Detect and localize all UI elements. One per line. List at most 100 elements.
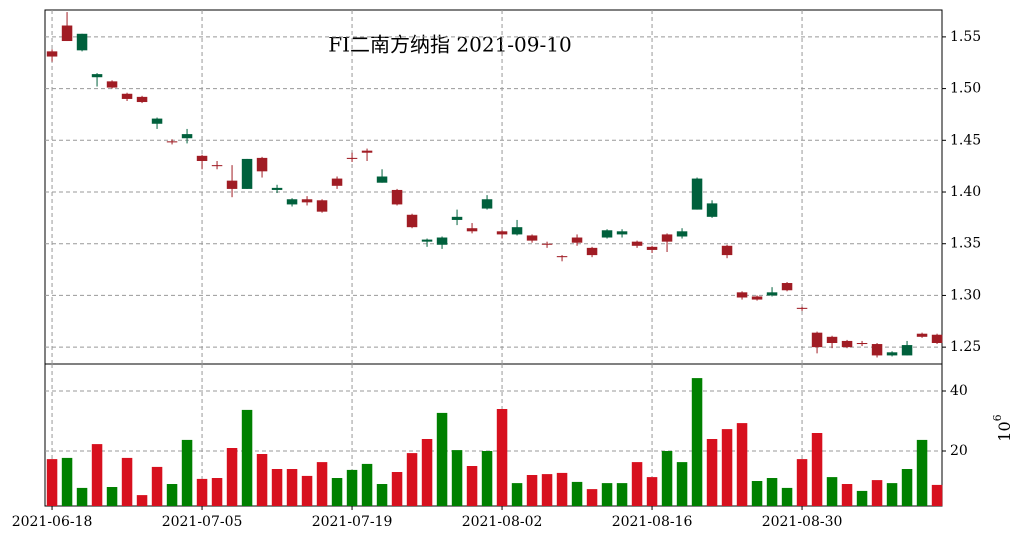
candle-body (586, 247, 598, 256)
candle-body (181, 134, 193, 139)
volume-bar (796, 459, 808, 506)
candle-body (886, 352, 898, 356)
candle-body (256, 157, 268, 172)
volume-bar (841, 484, 853, 506)
candle-body (751, 296, 763, 300)
y-tick-label: 1.55 (950, 29, 981, 45)
volume-bar (631, 462, 643, 506)
chart-title: FI二南方纳指 2021-09-10 (328, 33, 571, 57)
volume-bar (121, 457, 133, 506)
volume-bar (346, 469, 358, 506)
candle-body (796, 307, 808, 309)
volume-bar (661, 451, 673, 506)
candle-body (526, 235, 538, 241)
volume-bar (256, 454, 268, 506)
x-tick-label: 2021-07-05 (162, 514, 243, 530)
y2-tick-label: 40 (950, 383, 968, 399)
volume-bar (451, 450, 463, 506)
candle-body (841, 340, 853, 348)
candle-body (46, 51, 58, 57)
volume-bar (556, 472, 568, 506)
volume-bar (676, 462, 688, 506)
volume-bar (166, 484, 178, 506)
candle-body (826, 336, 838, 344)
volume-bar (376, 484, 388, 506)
candle-body (406, 214, 418, 228)
y-tick-label: 1.35 (950, 236, 981, 252)
volume-bar (436, 412, 448, 506)
volume-bar (781, 487, 793, 506)
candle-body (196, 155, 208, 161)
candle-body (421, 239, 433, 242)
x-tick-label: 2021-06-18 (12, 514, 93, 530)
y-tick-label: 1.40 (950, 184, 981, 200)
candle-body (496, 231, 508, 235)
candle-body (391, 189, 403, 205)
candle-body (676, 231, 688, 237)
y-tick-label: 1.45 (950, 132, 981, 148)
candle-body (436, 237, 448, 245)
volume-bar (196, 478, 208, 506)
volume-bar (706, 439, 718, 506)
volume-bar (181, 439, 193, 506)
label-base: 10 (995, 421, 1014, 441)
volume-bar (46, 459, 58, 506)
candle-body (931, 334, 943, 344)
candle-body (541, 243, 553, 245)
candle-body (271, 187, 283, 190)
volume-bar (751, 481, 763, 506)
candle-body (226, 180, 238, 189)
candle-body (856, 343, 868, 345)
candle-body (286, 199, 298, 205)
volume-bar (316, 462, 328, 506)
candle-body (766, 292, 778, 296)
candle-body (241, 158, 253, 189)
candle-body (691, 178, 703, 210)
volume-bar (406, 453, 418, 506)
volume-bar (106, 487, 118, 506)
volume-bar (541, 474, 553, 506)
volume-frame (44, 363, 943, 507)
candle-body (736, 292, 748, 298)
volume-bar (856, 490, 868, 506)
y-tick-label: 1.25 (950, 339, 981, 355)
candle-body (211, 165, 223, 167)
candle-body (721, 245, 733, 256)
volume-bar (571, 481, 583, 506)
candle-body (466, 228, 478, 232)
volume-bar (901, 469, 913, 506)
candle-body (121, 93, 133, 99)
volume-bar (526, 475, 538, 506)
candle-body (631, 241, 643, 246)
candle-body (376, 176, 388, 183)
volume-bar (511, 483, 523, 506)
y-tick-label: 1.50 (950, 81, 981, 97)
candle-body (301, 199, 313, 203)
price-frame (44, 9, 943, 365)
volume-bar (721, 429, 733, 506)
volume-bar (151, 466, 163, 506)
volume-bar (601, 483, 613, 506)
volume-bar (226, 448, 238, 506)
x-tick-label: 2021-08-16 (612, 514, 693, 530)
volume-bar (811, 433, 823, 506)
volume-bar (286, 469, 298, 506)
volume-bar (826, 477, 838, 506)
candle-body (556, 256, 568, 258)
candle-body (136, 96, 148, 103)
candle-body (811, 332, 823, 348)
volume-bar (691, 378, 703, 506)
candle-body (571, 237, 583, 243)
volume-bar (481, 451, 493, 506)
candle-body (706, 203, 718, 217)
volume-bar (466, 466, 478, 506)
y-tick-label: 1.30 (950, 287, 981, 303)
x-tick-label: 2021-08-02 (462, 514, 543, 530)
volume-bar (421, 439, 433, 506)
volume-axis-label: 106 (991, 414, 1014, 441)
volume-bar (211, 478, 223, 506)
candle-body (661, 234, 673, 242)
candle-body (646, 246, 658, 250)
volume-bar (871, 480, 883, 506)
